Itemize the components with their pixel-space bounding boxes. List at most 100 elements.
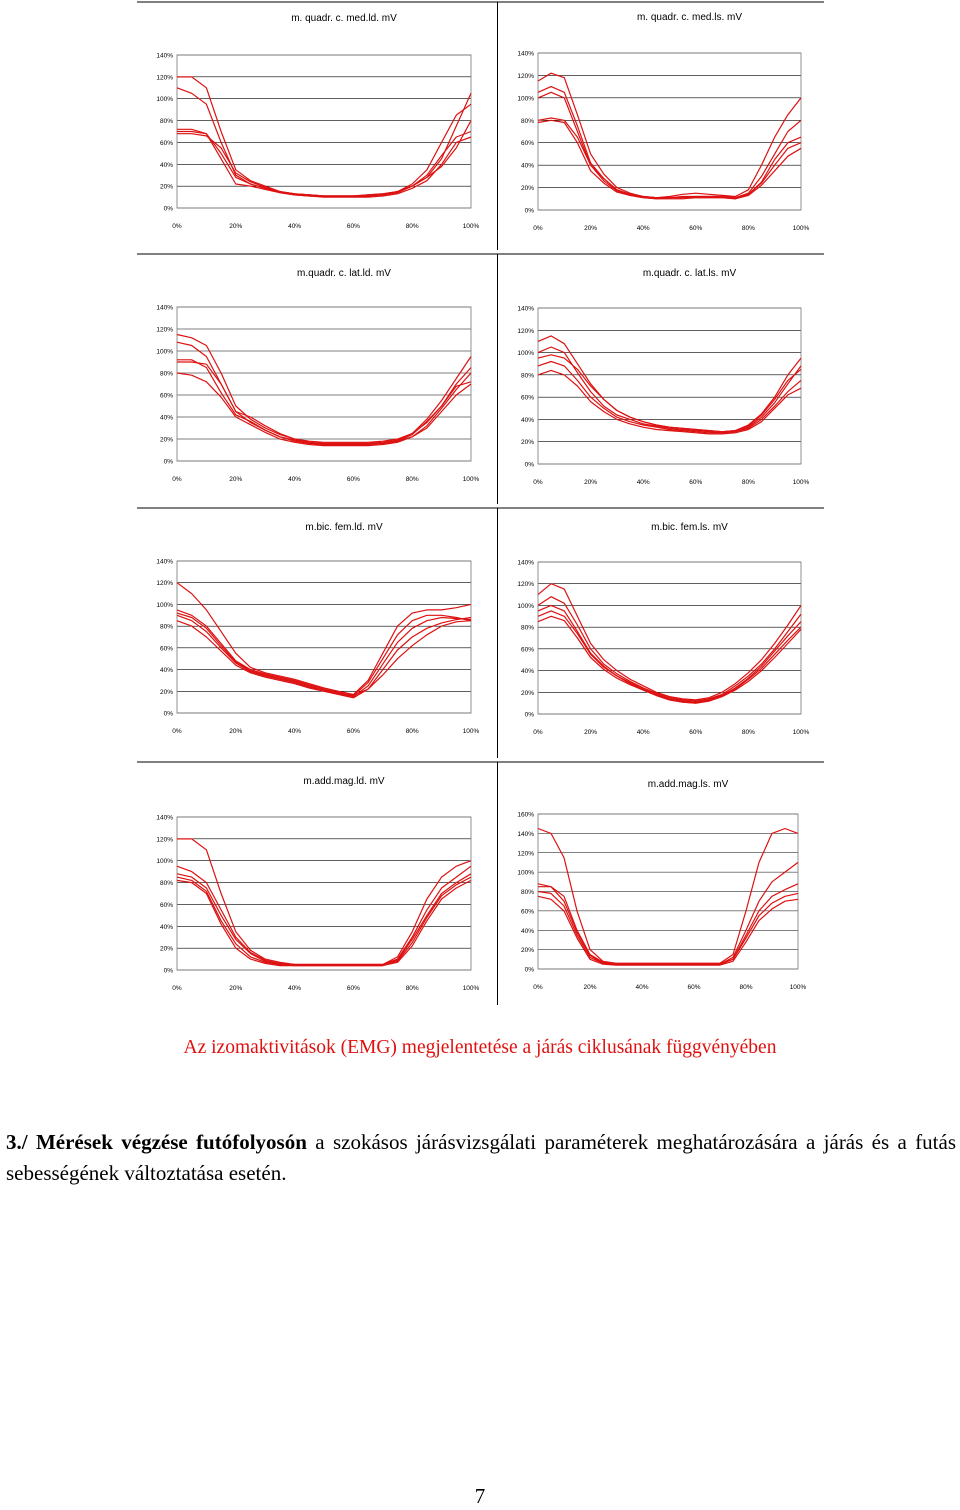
chart-title: m.bic. fem.ls. mV: [651, 522, 728, 533]
y-tick-label: 60%: [160, 645, 173, 652]
y-tick-label: 80%: [160, 624, 173, 631]
x-tick-label: 20%: [583, 984, 596, 991]
chart-title: m.add.mag.ls. mV: [648, 779, 729, 790]
y-tick-label: 120%: [156, 74, 173, 81]
emg-series-line: [176, 616, 472, 699]
x-tick-label: 60%: [689, 225, 702, 232]
x-tick-label: 80%: [406, 728, 419, 735]
y-tick-label: 60%: [521, 646, 534, 653]
x-tick-label: 80%: [739, 984, 752, 991]
y-tick-label: 0%: [525, 967, 535, 974]
x-tick-label: 0%: [172, 476, 182, 483]
x-tick-label: 0%: [533, 729, 543, 736]
x-tick-label: 40%: [637, 479, 650, 486]
y-tick-label: 60%: [521, 140, 534, 147]
y-tick-label: 120%: [517, 850, 534, 857]
y-tick-label: 0%: [525, 208, 535, 215]
figure-caption: Az izomaktivitások (EMG) megjelentetése …: [183, 1037, 777, 1058]
y-tick-label: 80%: [521, 625, 534, 632]
y-tick-label: 100%: [156, 602, 173, 609]
emg-series-line: [537, 610, 802, 704]
x-tick-label: 100%: [793, 479, 810, 486]
y-tick-label: 140%: [156, 53, 173, 60]
y-tick-label: 80%: [521, 889, 534, 896]
y-tick-label: 140%: [517, 306, 534, 313]
y-tick-label: 40%: [160, 667, 173, 674]
x-tick-label: 60%: [689, 729, 702, 736]
y-tick-label: 120%: [156, 327, 173, 334]
x-tick-label: 100%: [793, 729, 810, 736]
emg-chart-4: m.quadr. c. lat.ls. mV 140% 120% 100% 80% 60%…: [498, 252, 824, 504]
emg-series-line: [537, 604, 802, 703]
emg-series-line: [537, 895, 799, 966]
page-number: 7: [474, 1484, 486, 1508]
x-tick-label: 40%: [288, 985, 301, 992]
plot-frame: [537, 307, 802, 465]
emg-series-line: [537, 360, 802, 434]
x-tick-label: 80%: [406, 476, 419, 483]
x-tick-label: 20%: [229, 476, 242, 483]
y-tick-label: 100%: [517, 350, 534, 357]
y-tick-label: 60%: [160, 393, 173, 400]
y-tick-label: 0%: [164, 206, 174, 213]
x-tick-label: 80%: [406, 223, 419, 230]
x-tick-label: 20%: [584, 225, 597, 232]
emg-series-line: [177, 838, 472, 966]
y-tick-label: 60%: [521, 908, 534, 915]
emg-series-line: [537, 346, 802, 434]
emg-series-line: [176, 873, 472, 966]
y-tick-label: 20%: [521, 439, 534, 446]
y-tick-label: 140%: [156, 815, 173, 822]
y-tick-label: 60%: [160, 902, 173, 909]
y-tick-label: 80%: [160, 118, 173, 125]
chart-title: m.add.mag.ld. mV: [303, 776, 384, 787]
emg-chart-1: m. quadr. c. med.ld. mV 140% 120% 100% 80% 60…: [137, 0, 498, 250]
emg-chart-3: m.quadr. c. lat.ld. mV 140% 120% 100% 80% 60%…: [137, 252, 498, 504]
y-tick-label: 20%: [521, 690, 534, 697]
y-tick-label: 140%: [517, 51, 534, 58]
y-tick-label: 20%: [521, 947, 534, 954]
x-tick-label: 60%: [347, 985, 360, 992]
emg-series-line: [537, 354, 802, 433]
emg-series-line: [537, 596, 802, 702]
y-tick-label: 120%: [156, 580, 173, 587]
x-tick-label: 60%: [347, 476, 360, 483]
x-tick-label: 0%: [533, 984, 543, 991]
emg-series-line: [177, 361, 472, 446]
y-tick-label: 40%: [521, 928, 534, 935]
y-tick-label: 40%: [521, 668, 534, 675]
x-tick-label: 20%: [229, 223, 242, 230]
emg-series-line: [537, 890, 799, 965]
emg-series-line: [537, 369, 802, 435]
y-tick-label: 140%: [156, 305, 173, 312]
y-tick-label: 20%: [160, 689, 173, 696]
x-tick-label: 40%: [635, 984, 648, 991]
emg-series-line: [177, 76, 472, 197]
y-tick-label: 120%: [517, 73, 534, 80]
body-paragraph: 3./ Mérések végzése futófolyosón a szoká…: [6, 1127, 956, 1189]
x-tick-label: 60%: [347, 728, 360, 735]
emg-series-line: [538, 861, 799, 965]
chart-title: m.quadr. c. lat.ld. mV: [297, 268, 391, 279]
emg-series-line: [537, 583, 802, 701]
chart-title: m. quadr. c. med.ls. mV: [637, 12, 742, 23]
x-tick-label: 0%: [172, 223, 182, 230]
x-tick-label: 0%: [172, 985, 182, 992]
y-tick-label: 120%: [517, 581, 534, 588]
emg-chart-5: m.bic. fem.ld. mV 140% 120% 100% 80% 60% 40% 20…: [137, 506, 498, 758]
emg-series-line: [537, 883, 799, 965]
x-tick-label: 100%: [463, 985, 480, 992]
y-tick-label: 40%: [160, 162, 173, 169]
chart-title: m.bic. fem.ld. mV: [305, 522, 383, 533]
y-tick-label: 40%: [160, 924, 173, 931]
y-tick-label: 140%: [156, 559, 173, 566]
paragraph-text: a szokásos járásvizsgálati paraméterek m…: [6, 1130, 957, 1185]
emg-series-line: [537, 117, 802, 199]
x-tick-label: 60%: [687, 984, 700, 991]
chart-title: m.quadr. c. lat.ls. mV: [643, 268, 737, 279]
chart-title: m. quadr. c. med.ld. mV: [291, 13, 397, 24]
emg-series-line: [537, 827, 799, 964]
x-tick-label: 20%: [584, 479, 597, 486]
emg-series-line: [176, 372, 472, 447]
x-tick-label: 60%: [347, 223, 360, 230]
